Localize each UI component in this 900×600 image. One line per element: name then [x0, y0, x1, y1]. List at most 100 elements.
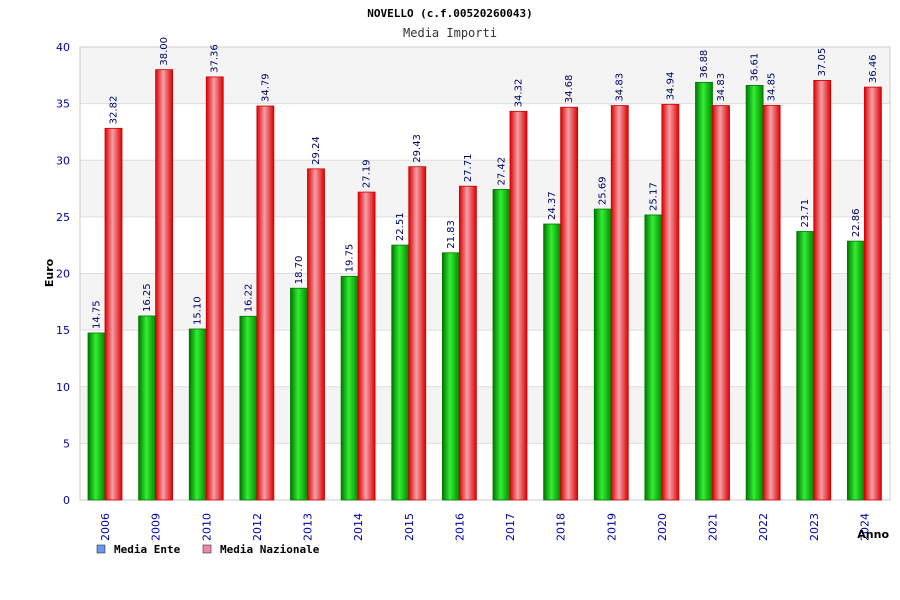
bar-media-ente — [846, 240, 865, 501]
data-label-media-nazionale: 34.83 — [615, 73, 626, 102]
data-label-media-ente: 18.70 — [294, 256, 305, 285]
x-tick-label: 2006 — [99, 513, 112, 541]
data-label-media-nazionale: 34.94 — [665, 72, 676, 101]
bar-media-nazionale — [307, 168, 325, 501]
bar-media-ente — [796, 231, 815, 501]
y-tick-label: 25 — [56, 211, 70, 224]
y-tick-label: 5 — [63, 437, 70, 450]
x-tick-label: 2018 — [555, 513, 568, 541]
y-tick-label: 35 — [56, 98, 70, 111]
data-label-media-nazionale: 27.19 — [362, 159, 373, 188]
data-label-media-nazionale: 34.79 — [260, 73, 271, 102]
y-tick-label: 40 — [56, 41, 70, 54]
chart-title: NOVELLO (c.f.00520260043) — [367, 7, 533, 20]
x-tick-label: 2015 — [403, 513, 416, 541]
data-label-media-ente: 23.71 — [800, 199, 811, 228]
bar-media-nazionale — [458, 185, 477, 501]
data-label-media-nazionale: 37.36 — [210, 44, 221, 73]
bar-media-nazionale — [762, 104, 781, 501]
y-tick-label: 30 — [56, 154, 70, 167]
x-tick-label: 2021 — [707, 513, 720, 541]
bar-media-ente — [644, 214, 663, 501]
data-label-media-ente: 22.86 — [851, 208, 862, 237]
data-label-media-nazionale: 27.71 — [463, 154, 474, 183]
data-label-media-ente: 36.88 — [699, 50, 710, 79]
bar-media-ente — [138, 315, 157, 501]
data-label-media-nazionale: 34.83 — [716, 73, 727, 102]
data-labels: 14.75 32.82 16.25 38.00 15.10 37.36 16.22 34.79… — [92, 37, 879, 329]
bar-media-ente — [543, 223, 562, 501]
x-axis-label: Anno — [857, 528, 889, 541]
y-axis-label: Euro — [43, 258, 56, 287]
bar-media-nazionale — [205, 76, 224, 501]
x-tick-label: 2019 — [605, 513, 618, 541]
legend-label-media-nazionale: Media Nazionale — [220, 543, 320, 556]
bar-media-ente — [290, 287, 308, 501]
x-tick-label: 2012 — [251, 513, 264, 541]
data-label-media-ente: 14.75 — [92, 300, 103, 329]
chart-subtitle: Media Importi — [403, 26, 497, 40]
bar-media-ente — [745, 84, 764, 501]
bar-media-nazionale — [155, 69, 174, 501]
bar-media-nazionale — [560, 106, 579, 501]
bar-media-nazionale — [256, 105, 275, 501]
legend: Media Ente Media Nazionale — [96, 543, 320, 556]
data-label-media-ente: 24.37 — [547, 191, 558, 220]
x-tick-label: 2013 — [302, 513, 315, 541]
data-label-media-ente: 36.61 — [750, 53, 761, 82]
y-tick-label: 15 — [56, 324, 70, 337]
data-label-media-nazionale: 34.85 — [767, 73, 778, 102]
legend-swatch-media-ente — [96, 544, 106, 554]
data-label-media-ente: 25.17 — [648, 182, 659, 211]
bar-media-ente — [441, 252, 460, 501]
bar-media-ente — [340, 275, 359, 501]
x-tick-label: 2016 — [453, 513, 466, 541]
bar-media-nazionale — [509, 110, 528, 501]
bar-media-ente — [391, 244, 410, 501]
bar-media-ente — [188, 328, 207, 501]
data-label-media-nazionale: 32.82 — [109, 96, 120, 125]
data-label-media-ente: 25.69 — [598, 176, 609, 205]
data-label-media-ente: 16.22 — [243, 284, 254, 313]
x-tick-label: 2014 — [352, 513, 365, 541]
bar-media-nazionale — [610, 105, 629, 501]
data-label-media-nazionale: 29.43 — [412, 134, 423, 163]
x-tick-label: 2017 — [504, 513, 517, 541]
data-label-media-ente: 16.25 — [142, 283, 153, 312]
data-label-media-ente: 15.10 — [193, 296, 204, 325]
x-tick-label: 2023 — [808, 513, 821, 541]
data-label-media-nazionale: 34.32 — [514, 79, 525, 108]
plot-frame — [79, 46, 891, 501]
x-tick-label: 2024 — [858, 513, 871, 541]
x-tick-label: 2020 — [656, 513, 669, 541]
bar-media-nazionale — [863, 86, 882, 501]
bar-media-ente — [239, 315, 258, 501]
bar-media-ente — [492, 189, 511, 501]
bar-media-ente — [87, 332, 106, 501]
y-tick-label: 20 — [56, 268, 70, 281]
data-label-media-nazionale: 36.46 — [868, 54, 879, 83]
bar-media-ente — [593, 208, 612, 501]
data-label-media-nazionale: 37.05 — [817, 48, 828, 77]
bar-media-nazionale — [813, 80, 832, 501]
y-tick-label: 0 — [63, 494, 70, 507]
data-label-media-nazionale: 29.24 — [311, 136, 322, 165]
y-axis-ticks: 0 5 10 15 20 25 30 35 40 — [56, 41, 70, 507]
bar-media-nazionale — [712, 105, 730, 501]
data-label-media-ente: 27.42 — [497, 157, 508, 186]
data-label-media-ente: 22.51 — [395, 212, 406, 241]
bar-media-nazionale — [104, 127, 123, 501]
y-tick-label: 10 — [56, 381, 70, 394]
bar-media-nazionale — [661, 103, 680, 501]
bar-media-ente — [695, 81, 713, 501]
data-label-media-nazionale: 34.68 — [564, 75, 575, 104]
x-tick-label: 2009 — [150, 513, 163, 541]
x-axis-ticks: 2006 2009 2010 2012 2013 2014 2015 2016 2017 2018… — [99, 513, 871, 541]
bars — [87, 69, 882, 501]
data-label-media-ente: 21.83 — [446, 220, 457, 249]
data-label-media-nazionale: 38.00 — [159, 37, 170, 66]
legend-swatch-media-nazionale — [202, 544, 212, 554]
x-tick-label: 2022 — [757, 513, 770, 541]
